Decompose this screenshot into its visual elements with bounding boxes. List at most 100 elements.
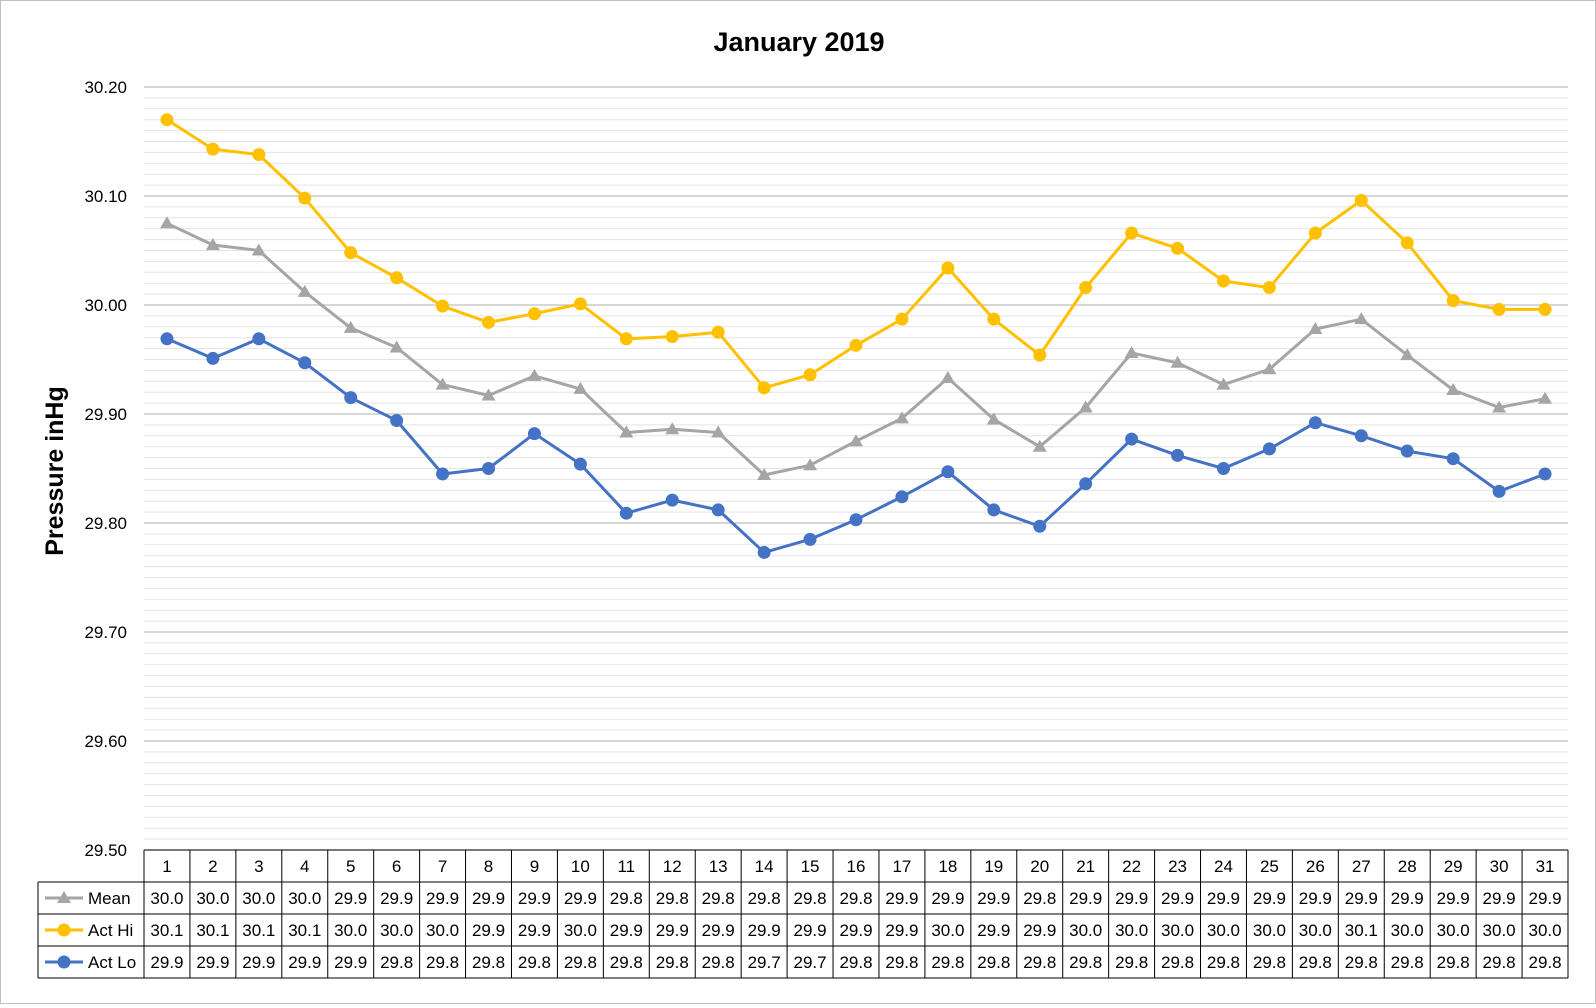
data-label: 30.0 xyxy=(1528,921,1561,940)
minor-gridlines xyxy=(144,86,1568,851)
data-point xyxy=(757,545,771,559)
y-tick-label: 30.10 xyxy=(84,187,127,206)
y-axis-label: Pressure inHg xyxy=(41,386,69,556)
data-label: 29.9 xyxy=(472,889,505,908)
data-label: 29.8 xyxy=(564,953,597,972)
legend-marker xyxy=(57,923,71,937)
data-point xyxy=(297,284,312,297)
data-point xyxy=(205,238,220,251)
x-category-label: 11 xyxy=(617,857,635,876)
data-point xyxy=(343,320,358,333)
data-label: 29.8 xyxy=(1528,953,1561,972)
data-label: 29.8 xyxy=(1161,953,1194,972)
data-point xyxy=(1170,355,1185,368)
data-point xyxy=(895,490,909,504)
x-category-label: 9 xyxy=(530,857,539,876)
data-label: 29.8 xyxy=(1345,953,1378,972)
data-label: 29.9 xyxy=(1161,889,1194,908)
x-category-label: 22 xyxy=(1122,857,1141,876)
data-label: 30.0 xyxy=(196,889,229,908)
data-label: 29.9 xyxy=(1483,889,1516,908)
data-point xyxy=(1538,302,1552,316)
data-point xyxy=(849,338,863,352)
data-label: 29.9 xyxy=(1528,889,1561,908)
data-point xyxy=(711,425,726,438)
y-tick-label: 29.80 xyxy=(84,514,127,533)
data-point xyxy=(1308,226,1322,240)
data-label: 30.0 xyxy=(1161,921,1194,940)
legend-marker xyxy=(57,891,71,903)
x-category-label: 15 xyxy=(801,857,820,876)
data-point xyxy=(1216,462,1230,475)
data-label: 29.8 xyxy=(839,953,872,972)
x-category-label: 25 xyxy=(1260,857,1279,876)
data-label: 29.9 xyxy=(334,889,367,908)
x-category-label: 8 xyxy=(484,857,493,876)
data-point xyxy=(1078,400,1093,413)
data-label: 29.9 xyxy=(1299,889,1332,908)
data-point xyxy=(206,142,220,156)
data-point xyxy=(1308,416,1322,430)
data-label: 29.9 xyxy=(380,889,413,908)
x-category-label: 29 xyxy=(1444,857,1463,876)
data-point xyxy=(941,465,955,479)
series-act-lo xyxy=(160,332,1552,559)
x-category-label: 1 xyxy=(162,857,171,876)
data-label: 30.0 xyxy=(150,889,183,908)
x-category-label: 18 xyxy=(938,857,957,876)
data-label: 30.1 xyxy=(150,921,183,940)
data-point xyxy=(435,377,450,390)
data-point xyxy=(803,368,817,382)
data-label: 30.0 xyxy=(1207,921,1240,940)
x-category-label: 3 xyxy=(254,857,263,876)
data-label: 29.9 xyxy=(748,921,781,940)
data-point xyxy=(1308,321,1323,334)
data-point xyxy=(1492,302,1506,316)
data-point xyxy=(849,434,863,447)
data-point xyxy=(1033,519,1047,533)
data-label: 30.0 xyxy=(931,921,964,940)
data-point xyxy=(527,368,542,381)
data-label: 29.8 xyxy=(656,953,689,972)
data-point xyxy=(344,391,358,405)
x-category-label: 10 xyxy=(571,857,590,876)
data-label: 29.8 xyxy=(931,953,964,972)
data-point xyxy=(1400,348,1415,361)
data-point xyxy=(1171,448,1185,462)
y-tick-label: 29.90 xyxy=(84,405,127,424)
data-point xyxy=(1216,377,1231,390)
data-label: 29.8 xyxy=(1391,953,1424,972)
data-label: 30.1 xyxy=(288,921,321,940)
data-point xyxy=(1262,362,1277,375)
data-label: 29.9 xyxy=(1437,889,1470,908)
x-category-label: 20 xyxy=(1030,857,1049,876)
y-tick-label: 29.60 xyxy=(84,732,127,751)
data-label: 29.8 xyxy=(472,953,505,972)
data-point xyxy=(206,351,220,365)
data-point xyxy=(1538,467,1552,481)
data-label: 29.8 xyxy=(702,953,735,972)
data-label: 29.8 xyxy=(885,953,918,972)
data-label: 30.1 xyxy=(242,921,275,940)
data-label: 29.9 xyxy=(702,921,735,940)
legend-label: Mean xyxy=(88,889,131,908)
data-point xyxy=(711,325,725,339)
data-point xyxy=(1446,452,1460,466)
data-point xyxy=(619,332,633,346)
data-label: 30.0 xyxy=(288,889,321,908)
data-point xyxy=(573,457,587,471)
data-label: 29.8 xyxy=(839,889,872,908)
x-category-label: 14 xyxy=(755,857,774,876)
data-point xyxy=(160,113,174,127)
data-label: 29.9 xyxy=(977,889,1010,908)
x-category-label: 24 xyxy=(1214,857,1233,876)
data-label: 29.8 xyxy=(1483,953,1516,972)
legend-label: Act Lo xyxy=(88,953,136,972)
x-category-label: 19 xyxy=(984,857,1003,876)
data-point xyxy=(436,299,450,313)
data-label: 29.9 xyxy=(518,889,551,908)
data-point xyxy=(573,381,588,394)
data-label: 29.8 xyxy=(1115,953,1148,972)
data-point xyxy=(1492,400,1507,413)
data-label: 29.9 xyxy=(931,889,964,908)
